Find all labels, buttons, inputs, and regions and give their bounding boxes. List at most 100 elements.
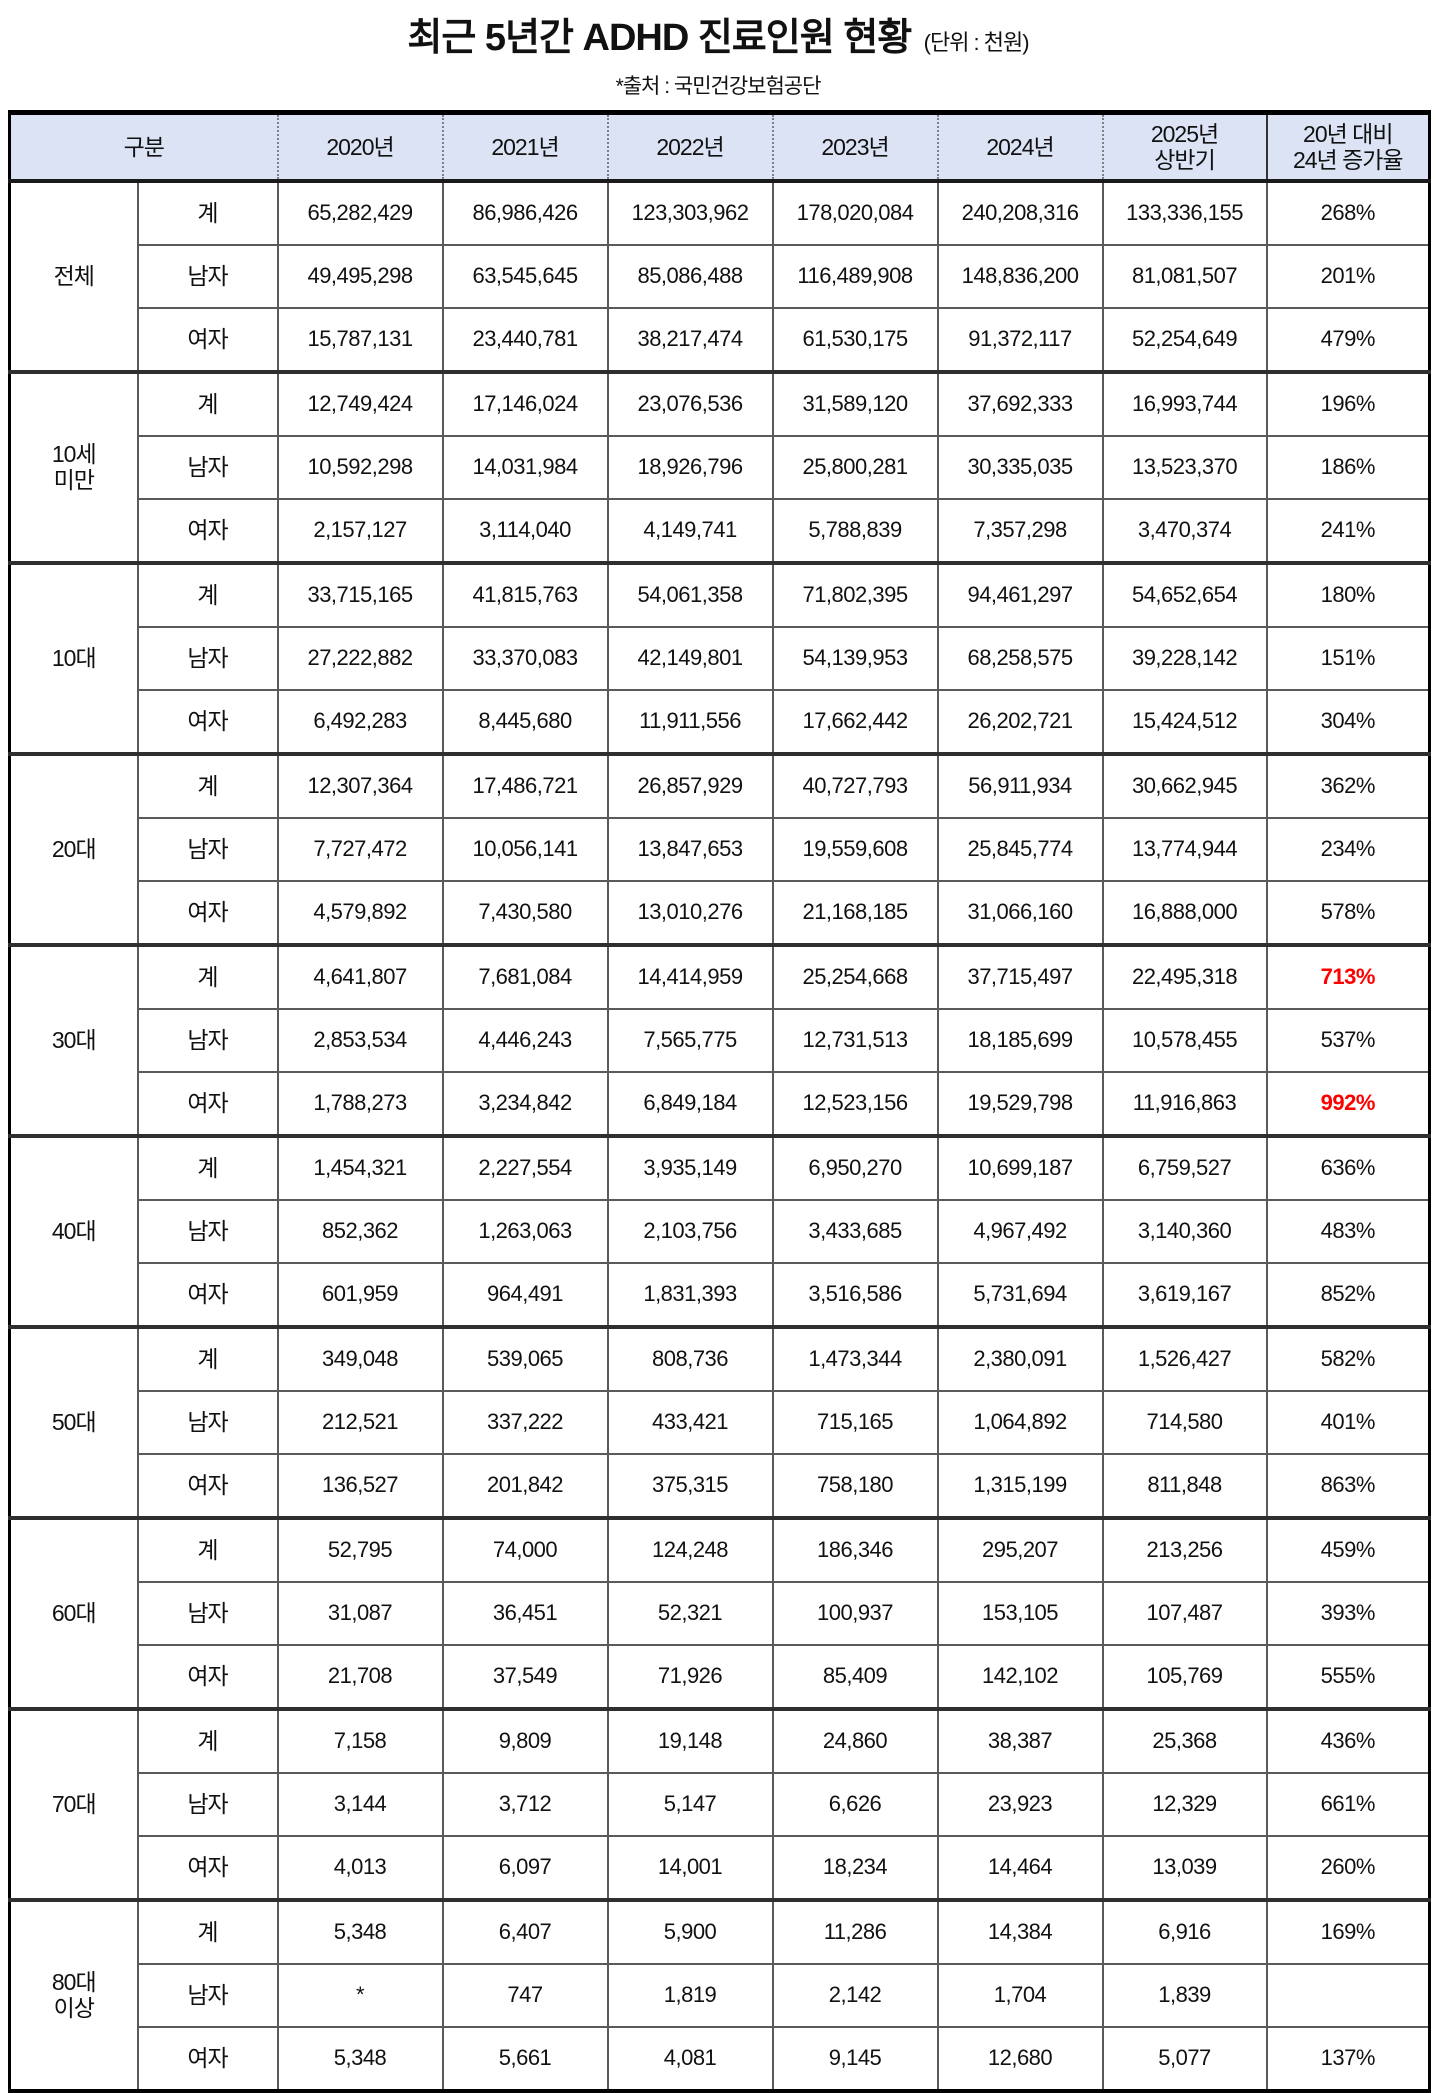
table-row: 남자 * 747 1,819 2,142 1,704 1,839 [10, 1963, 1431, 2028]
value-cell: 56,911,934 [936, 752, 1104, 819]
value-cell: 68,258,575 [936, 626, 1104, 691]
value-cell: 100,937 [771, 1581, 939, 1646]
value-cell: 11,916,863 [1101, 1071, 1268, 1137]
value-cell: 21,708 [276, 1644, 444, 1710]
increase-rate-cell: 260% [1265, 1835, 1431, 1901]
value-cell: 12,307,364 [276, 752, 444, 819]
category-label: 여자 [136, 2026, 279, 2092]
value-cell: 601,959 [276, 1262, 444, 1328]
value-cell: 201,842 [441, 1453, 609, 1519]
value-cell: 15,787,131 [276, 307, 444, 373]
age-group-label: 전체 [8, 179, 139, 373]
table-row: 50대 계 349,048 539,065 808,736 1,473,344 2,380,… [8, 1325, 1431, 1519]
value-cell: 17,146,024 [441, 370, 609, 437]
value-cell: 295,207 [936, 1516, 1104, 1583]
table-row: 남자 212,521 337,222 433,421 715,165 1,064,892 7… [10, 1390, 1431, 1455]
value-cell: 758,180 [771, 1453, 939, 1519]
value-cell: 153,105 [936, 1581, 1104, 1646]
value-cell: 337,222 [441, 1390, 609, 1455]
increase-rate-cell: 137% [1265, 2026, 1431, 2092]
value-cell: 8,445,680 [441, 689, 609, 755]
table-row: 여자 15,787,131 23,440,781 38,217,474 61,530,1… [10, 307, 1431, 373]
value-cell: 31,066,160 [936, 880, 1104, 946]
value-cell: 1,839 [1101, 1963, 1268, 2028]
value-cell: 4,149,741 [606, 498, 774, 564]
value-cell: 25,845,774 [936, 817, 1104, 882]
table-row: 30대 계 4,641,807 7,681,084 14,414,959 25,254,6… [8, 943, 1431, 1137]
value-cell: 21,168,185 [771, 880, 939, 946]
category-label: 여자 [136, 498, 279, 564]
category-label: 여자 [136, 1453, 279, 1519]
value-cell: 6,407 [441, 1898, 609, 1965]
increase-rate-cell: 582% [1265, 1325, 1431, 1392]
value-cell: 12,749,424 [276, 370, 444, 437]
value-cell: 24,860 [771, 1707, 939, 1774]
value-cell: 3,114,040 [441, 498, 609, 564]
age-group-label: 60대 [8, 1516, 139, 1710]
value-cell: 10,592,298 [276, 435, 444, 500]
category-label: 여자 [136, 689, 279, 755]
header-year-2024: 2024년 [936, 112, 1103, 183]
value-cell: 91,372,117 [936, 307, 1104, 373]
age-group-label: 40대 [8, 1134, 139, 1328]
table-row: 80대 이상 계 5,348 6,407 5,900 11,286 14,384 6,916 1… [8, 1898, 1431, 2092]
value-cell: 63,545,645 [441, 244, 609, 309]
value-cell: 9,145 [771, 2026, 939, 2092]
category-label: 남자 [136, 626, 279, 691]
value-cell: 133,336,155 [1101, 179, 1268, 246]
header-year-2021: 2021년 [441, 112, 608, 183]
increase-rate-cell: 636% [1265, 1134, 1431, 1201]
value-cell: 2,853,534 [276, 1008, 444, 1073]
value-cell: 1,788,273 [276, 1071, 444, 1137]
increase-rate-cell: 436% [1265, 1707, 1431, 1774]
header-year-2020: 2020년 [276, 112, 443, 183]
value-cell: 136,527 [276, 1453, 444, 1519]
value-cell: 52,321 [606, 1581, 774, 1646]
category-label: 계 [136, 752, 279, 819]
header-row: 구분 2020년 2021년 2022년 2023년 2024년 2025년 상… [9, 112, 1430, 183]
value-cell: 17,486,721 [441, 752, 609, 819]
table-row: 여자 5,348 5,661 4,081 9,145 12,680 5,077 137% [10, 2026, 1431, 2092]
value-cell: 74,000 [441, 1516, 609, 1583]
value-cell: 2,157,127 [276, 498, 444, 564]
value-cell: 13,523,370 [1101, 435, 1268, 500]
category-label: 여자 [136, 880, 279, 946]
value-cell: 31,087 [276, 1581, 444, 1646]
value-cell: 81,081,507 [1101, 244, 1268, 309]
value-cell: 13,774,944 [1101, 817, 1268, 882]
value-cell: 715,165 [771, 1390, 939, 1455]
category-label: 남자 [136, 1581, 279, 1646]
table-row: 여자 136,527 201,842 375,315 758,180 1,315,199 8… [10, 1453, 1431, 1519]
table-row: 여자 2,157,127 3,114,040 4,149,741 5,788,839 7,… [10, 498, 1431, 564]
value-cell: 10,056,141 [441, 817, 609, 882]
value-cell: 2,380,091 [936, 1325, 1104, 1392]
table-row: 전체 계 65,282,429 86,986,426 123,303,962 178,02… [8, 179, 1431, 373]
value-cell: 52,795 [276, 1516, 444, 1583]
value-cell: 2,227,554 [441, 1134, 609, 1201]
value-cell: 148,836,200 [936, 244, 1104, 309]
header-increase-rate: 20년 대비 24년 증가율 [1265, 112, 1430, 183]
value-cell: 3,470,374 [1101, 498, 1268, 564]
value-cell: 3,619,167 [1101, 1262, 1268, 1328]
value-cell: 19,148 [606, 1707, 774, 1774]
table-row: 남자 27,222,882 33,370,083 42,149,801 54,139,9… [10, 626, 1431, 691]
header-year-2023: 2023년 [771, 112, 938, 183]
value-cell: 6,849,184 [606, 1071, 774, 1137]
category-label: 계 [136, 370, 279, 437]
value-cell: 86,986,426 [441, 179, 609, 246]
table-row: 70대 계 7,158 9,809 19,148 24,860 38,387 25,368 43… [8, 1707, 1431, 1901]
increase-rate-cell: 201% [1265, 244, 1431, 309]
value-cell: 6,950,270 [771, 1134, 939, 1201]
source-label: *출처 : 국민건강보험공단 [615, 75, 822, 98]
table-row: 남자 2,853,534 4,446,243 7,565,775 12,731,513 1… [10, 1008, 1431, 1073]
value-cell: 37,549 [441, 1644, 609, 1710]
increase-rate-cell: 401% [1265, 1390, 1431, 1455]
table-row: 남자 10,592,298 14,031,984 18,926,796 25,800,2… [10, 435, 1431, 500]
value-cell: 19,529,798 [936, 1071, 1104, 1137]
value-cell: 375,315 [606, 1453, 774, 1519]
value-cell: 71,926 [606, 1644, 774, 1710]
value-cell: 4,641,807 [276, 943, 444, 1010]
value-cell: 25,800,281 [771, 435, 939, 500]
age-group-label: 30대 [8, 943, 139, 1137]
